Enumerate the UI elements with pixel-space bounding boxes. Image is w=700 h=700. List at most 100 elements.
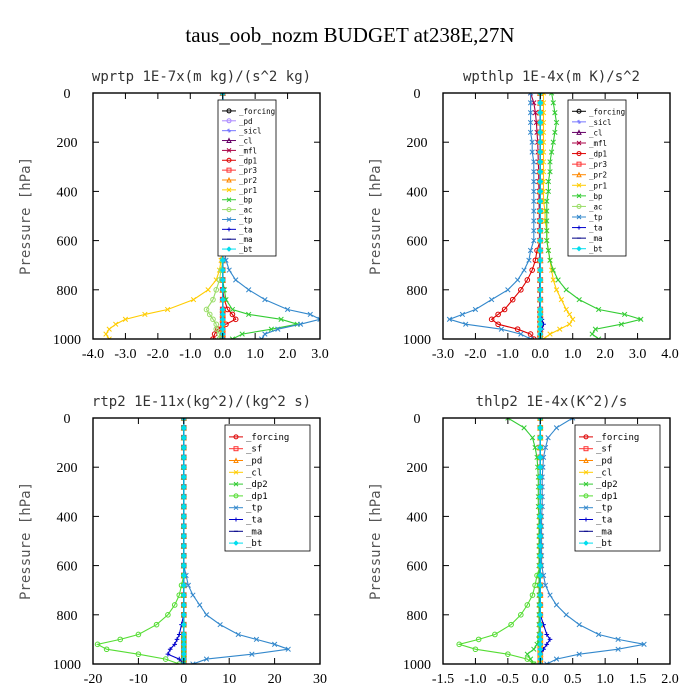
legend-marker: [226, 217, 232, 222]
data-point: [210, 336, 216, 339]
legend-marker: [233, 469, 239, 475]
data-point: [537, 247, 544, 254]
legend-label: _sf: [596, 445, 612, 455]
series-line: [447, 93, 535, 339]
data-point: [527, 129, 534, 136]
data-point: [570, 418, 576, 421]
x-tick-label: -3.0: [114, 347, 136, 362]
data-point: [547, 159, 553, 165]
data-point: [529, 267, 535, 273]
data-point: [239, 331, 245, 337]
x-tick-label: 2.0: [279, 347, 297, 362]
data-point: [219, 286, 226, 293]
legend-label: _ma: [596, 527, 612, 537]
legend-marker: [226, 167, 232, 173]
data-point: [514, 326, 521, 332]
legend-marker: [233, 493, 239, 499]
data-point: [548, 149, 555, 155]
y-tick-label: 0: [64, 412, 71, 427]
data-point: [203, 612, 210, 618]
data-point: [180, 582, 187, 589]
legend-label: _ma: [246, 527, 262, 537]
legend-marker: [576, 151, 582, 157]
x-tick-label: 10: [222, 672, 236, 687]
legend: _forcing_sicl_cl_mfl_dp1_pr3_pr2_pr1_bp_…: [567, 99, 627, 257]
x-tick-label: 0.5: [564, 672, 582, 687]
legend-marker: [576, 182, 582, 188]
data-point: [275, 326, 281, 332]
data-point: [226, 267, 232, 273]
legend-marker: [577, 225, 581, 230]
legend-label: _pr3: [239, 166, 257, 175]
data-point: [576, 296, 582, 303]
data-point: [563, 306, 569, 313]
legend-marker: [234, 517, 238, 522]
data-point: [542, 444, 549, 451]
data-point: [122, 316, 129, 322]
data-point: [537, 296, 544, 303]
legend-label: _sicl: [239, 127, 262, 136]
data-point: [576, 651, 582, 657]
data-point: [180, 483, 187, 490]
data-point: [544, 228, 550, 234]
legend-marker: [233, 481, 239, 487]
data-point: [529, 592, 536, 598]
data-point: [615, 646, 621, 652]
data-point: [153, 621, 160, 628]
data-point: [537, 562, 544, 569]
y-axis-label: Pressure [hPa]: [18, 482, 34, 600]
data-point: [180, 572, 187, 579]
data-point: [463, 321, 469, 327]
data-point: [537, 149, 544, 156]
data-point: [223, 296, 229, 303]
data-point: [219, 276, 226, 283]
data-point: [106, 326, 112, 332]
data-point: [165, 651, 171, 657]
data-point: [545, 247, 552, 254]
data-point: [537, 99, 544, 106]
data-point: [555, 277, 561, 283]
data-point: [509, 296, 516, 303]
data-point: [180, 621, 187, 628]
panel-title: rtp2 1E-11x(kg^2)/(kg^2 s): [92, 394, 311, 410]
x-tick-label: -0.5: [497, 672, 519, 687]
data-point: [537, 601, 544, 608]
data-point: [498, 326, 505, 332]
data-point: [544, 208, 550, 214]
legend-label: _ma: [589, 234, 603, 243]
legend-label: _ma: [239, 235, 253, 244]
data-point: [219, 296, 226, 303]
legend-label: _tp: [246, 504, 262, 514]
legend-marker: [583, 446, 589, 452]
x-tick-label: -1.5: [432, 672, 454, 687]
data-point: [213, 287, 220, 293]
legend-label: _dp1: [246, 492, 268, 502]
data-point: [531, 661, 537, 664]
data-point: [537, 267, 544, 274]
legend-label: _bp: [239, 196, 253, 205]
data-point: [505, 651, 511, 657]
data-point: [596, 631, 602, 638]
data-point: [229, 306, 236, 313]
legend-label: _pr3: [589, 160, 607, 169]
data-point: [246, 287, 252, 293]
legend-box: [217, 99, 277, 257]
data-point: [317, 316, 320, 322]
data-point: [217, 621, 223, 628]
data-point: [534, 641, 540, 647]
data-point: [210, 296, 216, 303]
legend-label: _cl: [596, 468, 612, 478]
legend-label: _dp2: [246, 480, 268, 490]
data-point: [505, 287, 511, 293]
legend-marker: [576, 129, 582, 135]
x-tick-label: -3.0: [432, 347, 454, 362]
data-point: [524, 602, 531, 608]
legend-marker: [226, 207, 232, 213]
data-point: [537, 237, 544, 244]
x-tick-label: 0: [180, 672, 187, 687]
data-point: [547, 331, 553, 337]
legend-label: _forcing: [596, 433, 639, 443]
data-point: [531, 188, 537, 195]
series-line: [95, 418, 185, 664]
data-point: [537, 611, 544, 618]
